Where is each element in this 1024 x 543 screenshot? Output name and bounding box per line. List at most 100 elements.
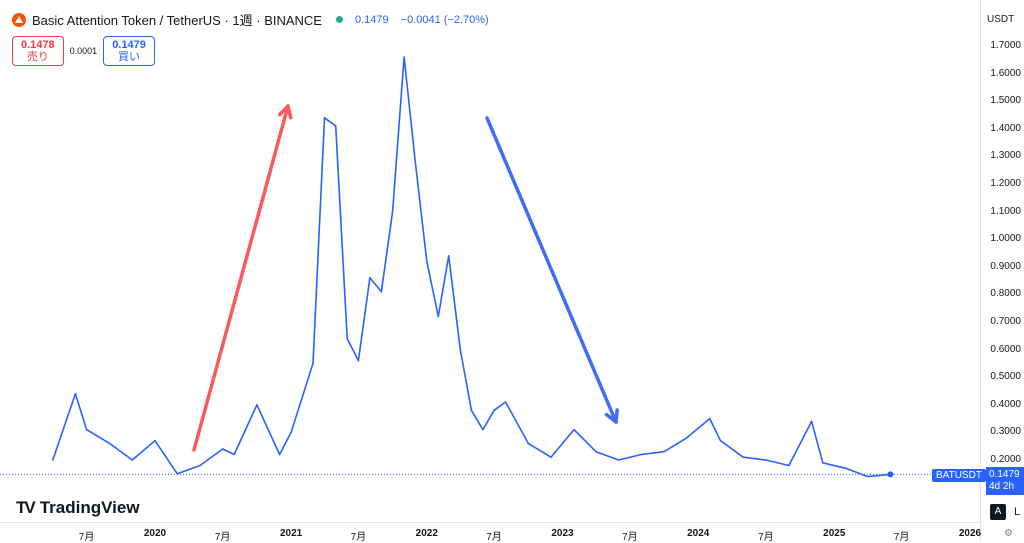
- price-axis[interactable]: USDT 1.7000 1.6000 1.5000 1.4000 1.3000 1.200…: [980, 0, 1024, 542]
- price-series-line: [52, 56, 891, 478]
- time-tick-label: 2021: [279, 528, 303, 539]
- sell-button[interactable]: 0.1478 売り: [12, 36, 64, 66]
- time-tick-label: 2026: [958, 528, 982, 539]
- sell-price: 0.1478: [21, 39, 55, 51]
- price-point: [256, 404, 258, 406]
- chart-area[interactable]: [0, 0, 980, 522]
- header-change: −0.0041 (−2.70%): [400, 13, 489, 26]
- price-point: [425, 260, 428, 263]
- price-point: [482, 428, 484, 431]
- spread-value: 0.0001: [69, 46, 98, 56]
- price-point: [573, 428, 575, 431]
- currency-label[interactable]: USDT: [987, 14, 1015, 25]
- tradingview-logo[interactable]: TV TradingView: [16, 498, 140, 518]
- price-point: [346, 337, 349, 340]
- price-point: [221, 448, 224, 450]
- tradingview-logo-icon: TV: [16, 498, 36, 517]
- price-tick-label: 1.6000: [990, 67, 1021, 79]
- price-point: [719, 439, 722, 442]
- buy-button[interactable]: 0.1479 買い: [103, 36, 155, 66]
- price-point: [369, 277, 371, 279]
- price-point: [380, 290, 383, 293]
- price-tick-label: 0.8000: [990, 288, 1021, 300]
- price-point: [640, 453, 643, 456]
- price-tick-label: 0.4000: [990, 398, 1021, 410]
- time-tick-label: 7月: [893, 532, 910, 543]
- price-point: [527, 442, 530, 445]
- trade-buttons: 0.1478 売り 0.0001 0.1479 買い: [12, 36, 155, 66]
- log-scale-button[interactable]: L: [1014, 506, 1021, 518]
- price-point: [742, 456, 744, 459]
- price-point: [821, 461, 824, 464]
- price-point: [765, 459, 767, 461]
- price-tick-label: 0.3000: [990, 426, 1021, 438]
- price-point: [154, 439, 156, 442]
- price-point: [233, 453, 235, 456]
- price-point: [51, 459, 54, 461]
- price-point: [74, 392, 77, 395]
- downtrend-arrow: [485, 116, 619, 424]
- price-point: [550, 456, 552, 459]
- time-tick-label: 2024: [687, 528, 710, 539]
- price-tick-label: 1.7000: [990, 40, 1021, 51]
- sell-label: 売り: [26, 51, 49, 63]
- time-tick-label: 7月: [350, 532, 367, 543]
- symbol-price-tag: BATUSDT: [932, 469, 986, 482]
- last-price-box: 0.1479 4d 2h: [986, 467, 1024, 495]
- time-tick-label: 2025: [823, 528, 846, 539]
- time-tick-label: 2022: [415, 528, 438, 539]
- gear-icon[interactable]: ⚙: [1004, 528, 1013, 539]
- price-point: [290, 431, 292, 434]
- price-tick-label: 1.5000: [990, 95, 1021, 107]
- price-tick-label: 1.0000: [990, 233, 1021, 245]
- price-tick-label: 0.6000: [990, 343, 1021, 355]
- price-point: [685, 437, 688, 439]
- price-point: [108, 442, 111, 445]
- price-point: [504, 401, 507, 403]
- price-point: [788, 464, 790, 467]
- price-tick-label: 1.4000: [990, 122, 1021, 134]
- uptrend-arrow: [192, 104, 293, 452]
- time-tick-label: 2020: [143, 528, 167, 539]
- header-price: 0.1479: [354, 13, 389, 26]
- price-tick-label: 0.9000: [990, 260, 1021, 272]
- price-tick-label: 0.5000: [990, 371, 1021, 383]
- time-tick-label: 7月: [214, 532, 231, 543]
- bat-coin-icon: [12, 12, 26, 27]
- price-point: [131, 459, 134, 461]
- price-point: [708, 417, 711, 420]
- price-point: [199, 464, 201, 467]
- buy-price: 0.1479: [112, 39, 146, 51]
- price-point: [459, 348, 462, 351]
- auto-scale-button[interactable]: A: [990, 504, 1006, 520]
- symbol-title[interactable]: Basic Attention Token / TetherUS · 1週 · …: [32, 13, 322, 28]
- price-tick-label: 1.3000: [990, 150, 1021, 162]
- price-point: [845, 467, 847, 470]
- price-point: [85, 428, 88, 431]
- price-point: [866, 475, 869, 478]
- last-price-dot: [887, 471, 894, 478]
- price-point: [357, 359, 360, 362]
- time-axis[interactable]: 7月 2020 7月 2021 7月 2022 7月 2023 7月 2024 7月 2025 7月 20…: [0, 522, 982, 543]
- time-tick-label: 7月: [78, 532, 95, 543]
- market-open-dot-icon: [335, 16, 343, 23]
- price-point: [278, 453, 281, 456]
- chart-svg: [0, 56, 980, 478]
- price-point: [493, 409, 495, 412]
- price-point: [437, 315, 440, 318]
- price-point: [403, 56, 405, 58]
- tradingview-logo-text: TradingView: [39, 498, 140, 517]
- price-point: [334, 125, 337, 127]
- price-point: [176, 473, 179, 475]
- buy-label: 買い: [118, 51, 141, 63]
- price-point: [595, 450, 597, 453]
- price-tick-label: 0.7000: [990, 316, 1021, 327]
- price-tick-label: 1.2000: [990, 178, 1021, 189]
- price-point: [312, 362, 314, 365]
- time-tick-label: 7月: [486, 532, 502, 543]
- time-tick-label: 7月: [622, 532, 638, 543]
- price-point: [323, 116, 326, 119]
- time-tick-label: 2023: [551, 528, 574, 539]
- price-point: [447, 254, 450, 257]
- price-point: [414, 161, 417, 163]
